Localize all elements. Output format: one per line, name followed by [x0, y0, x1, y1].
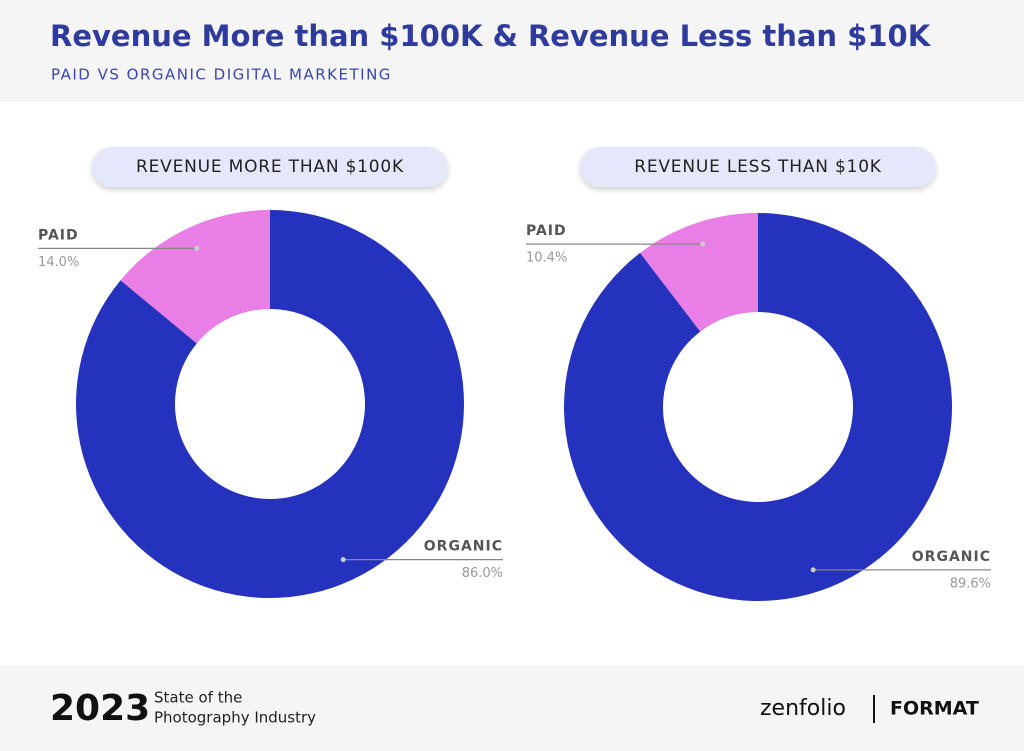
chart-title: REVENUE LESS THAN $10K	[634, 157, 882, 177]
slice-label: PAID	[526, 223, 567, 239]
chart-title-bg	[92, 147, 448, 187]
slice-label: ORGANIC	[912, 549, 991, 565]
logo-format: FORMAT	[890, 698, 979, 720]
slice-label: PAID	[38, 227, 79, 243]
header-bg	[0, 0, 1024, 102]
chart-title-bg	[580, 147, 936, 187]
value-label: 89.6%	[950, 576, 991, 591]
leader-dot	[810, 567, 816, 573]
chart-title: REVENUE MORE THAN $100K	[136, 157, 404, 177]
footer-line: State of the	[154, 689, 242, 707]
footer-line: Photography Industry	[154, 709, 316, 727]
footer-year: 2023	[50, 688, 150, 729]
slice-label: ORGANIC	[424, 539, 503, 555]
leader-dot	[194, 245, 200, 251]
title: Revenue More than $100K & Revenue Less t…	[50, 19, 932, 53]
value-label: 86.0%	[462, 566, 503, 581]
logo-zenfolio: zenfolio	[760, 696, 846, 721]
leader-dot	[340, 557, 346, 563]
donut-slice	[120, 210, 270, 344]
donut-slice	[640, 213, 758, 332]
footer-bg	[0, 665, 1024, 751]
donut-slice	[564, 213, 952, 601]
value-label: 14.0%	[38, 255, 79, 270]
value-label: 10.4%	[526, 251, 567, 266]
donut-slice	[76, 210, 465, 599]
leader-dot	[700, 241, 706, 247]
subtitle: PAID VS ORGANIC DIGITAL MARKETING	[51, 66, 392, 84]
